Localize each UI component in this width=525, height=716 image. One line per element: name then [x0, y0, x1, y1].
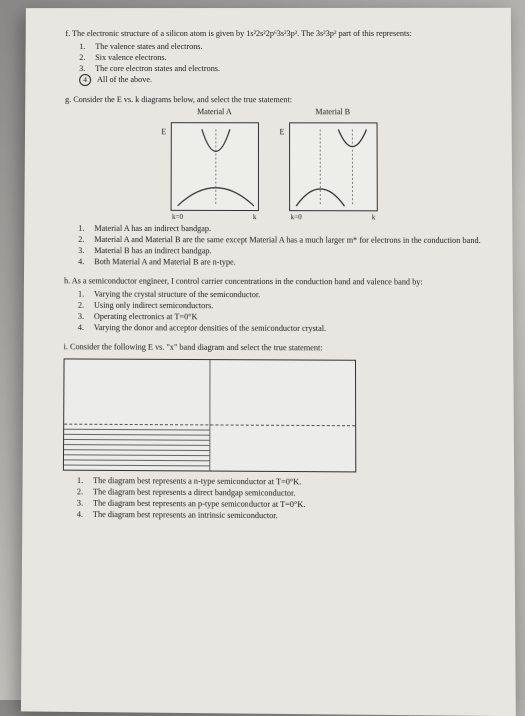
- diagram-vline: [209, 360, 210, 470]
- question-h-text: h. As a semiconductor engineer, I contro…: [64, 275, 484, 288]
- question-f: f. The electronic structure of a silicon…: [65, 28, 483, 87]
- question-i-options: 1.The diagram best represents a n-type s…: [77, 475, 486, 523]
- option-number: 3.: [79, 63, 89, 74]
- option-row: 4. Both Material A and Material B are n-t…: [78, 256, 484, 268]
- e-axis-label: E: [161, 127, 166, 138]
- e-axis-label: E: [280, 127, 285, 138]
- option-row: 2. Six valence electrons.: [79, 52, 483, 63]
- diagram-labels: Material A Material B: [65, 107, 483, 118]
- option-row: 1. The valence states and electrons.: [79, 41, 483, 52]
- axis-labels-b: k=0k: [289, 213, 378, 223]
- ek-curve-a: [171, 123, 259, 212]
- option-number: 3.: [78, 245, 88, 256]
- question-g-text: g. Consider the E vs. k diagrams below, …: [65, 94, 483, 105]
- option-row: 3. The core electron states and electrons…: [79, 63, 483, 74]
- question-h-options: 1. Varying the crystal structure of the s…: [78, 288, 485, 335]
- question-g-options: 1. Material A has an indirect bandgap. 2.…: [78, 222, 484, 268]
- option-text: Varying the donor and acceptor densities…: [94, 322, 326, 334]
- option-number: 1.: [78, 288, 88, 299]
- question-h: h. As a semiconductor engineer, I contro…: [64, 275, 485, 335]
- option-text: Using only indirect semiconductors.: [94, 300, 213, 312]
- question-i-text: i. Consider the following E vs. "x" band…: [64, 341, 485, 354]
- option-row: 4. Varying the donor and acceptor densiti…: [78, 322, 485, 335]
- option-number: 2.: [77, 486, 87, 497]
- option-text: Six valence electrons.: [95, 52, 166, 63]
- question-f-text: f. The electronic structure of a silicon…: [65, 28, 482, 39]
- option-text: The core electron states and electrons.: [95, 63, 220, 74]
- axis-labels-a: k=0k: [170, 213, 258, 223]
- option-row: 4. The diagram best represents an intrins…: [77, 509, 486, 523]
- option-number: 2.: [79, 52, 89, 63]
- option-text: The diagram best represents an intrinsic…: [93, 509, 278, 522]
- option-row: 4 All of the above.: [79, 74, 483, 86]
- question-g: g. Consider the E vs. k diagrams below, …: [64, 94, 484, 268]
- option-number: 1.: [78, 222, 88, 233]
- option-text: All of the above.: [97, 74, 152, 86]
- diagram-hatch: [64, 426, 209, 471]
- question-f-options: 1. The valence states and electrons. 2. Si…: [79, 41, 483, 86]
- option-number: 4.: [78, 256, 88, 267]
- diagram-row: E E: [64, 122, 483, 211]
- option-text: Operating electronics at T=0°K: [94, 311, 198, 323]
- material-a-label: Material A: [170, 107, 258, 118]
- option-number: 4.: [77, 509, 87, 520]
- ek-curve-b: [290, 123, 379, 212]
- option-text: Both Material A and Material B are n-typ…: [94, 256, 236, 268]
- material-a-diagram: E: [170, 122, 258, 211]
- exam-page: f. The electronic structure of a silicon…: [21, 8, 516, 716]
- material-b-diagram: E: [289, 122, 378, 211]
- option-text: The valence states and electrons.: [95, 41, 202, 52]
- option-number: 1.: [77, 475, 87, 486]
- option-number: 3.: [78, 311, 88, 322]
- option-number: 2.: [78, 300, 88, 311]
- option-number: 2.: [78, 233, 88, 244]
- option-text: Material A has an indirect bandgap.: [94, 222, 211, 233]
- question-i: i. Consider the following E vs. "x" band…: [63, 341, 486, 523]
- option-text: Material B has an indirect bandgap.: [94, 245, 211, 257]
- option-number: 4.: [78, 322, 88, 333]
- option-number-circled: 4: [79, 74, 91, 86]
- option-number: 3.: [77, 498, 87, 509]
- band-diagram: [63, 359, 356, 473]
- material-b-label: Material B: [289, 108, 377, 119]
- option-text: Varying the crystal structure of the sem…: [94, 288, 260, 300]
- option-number: 1.: [79, 41, 89, 52]
